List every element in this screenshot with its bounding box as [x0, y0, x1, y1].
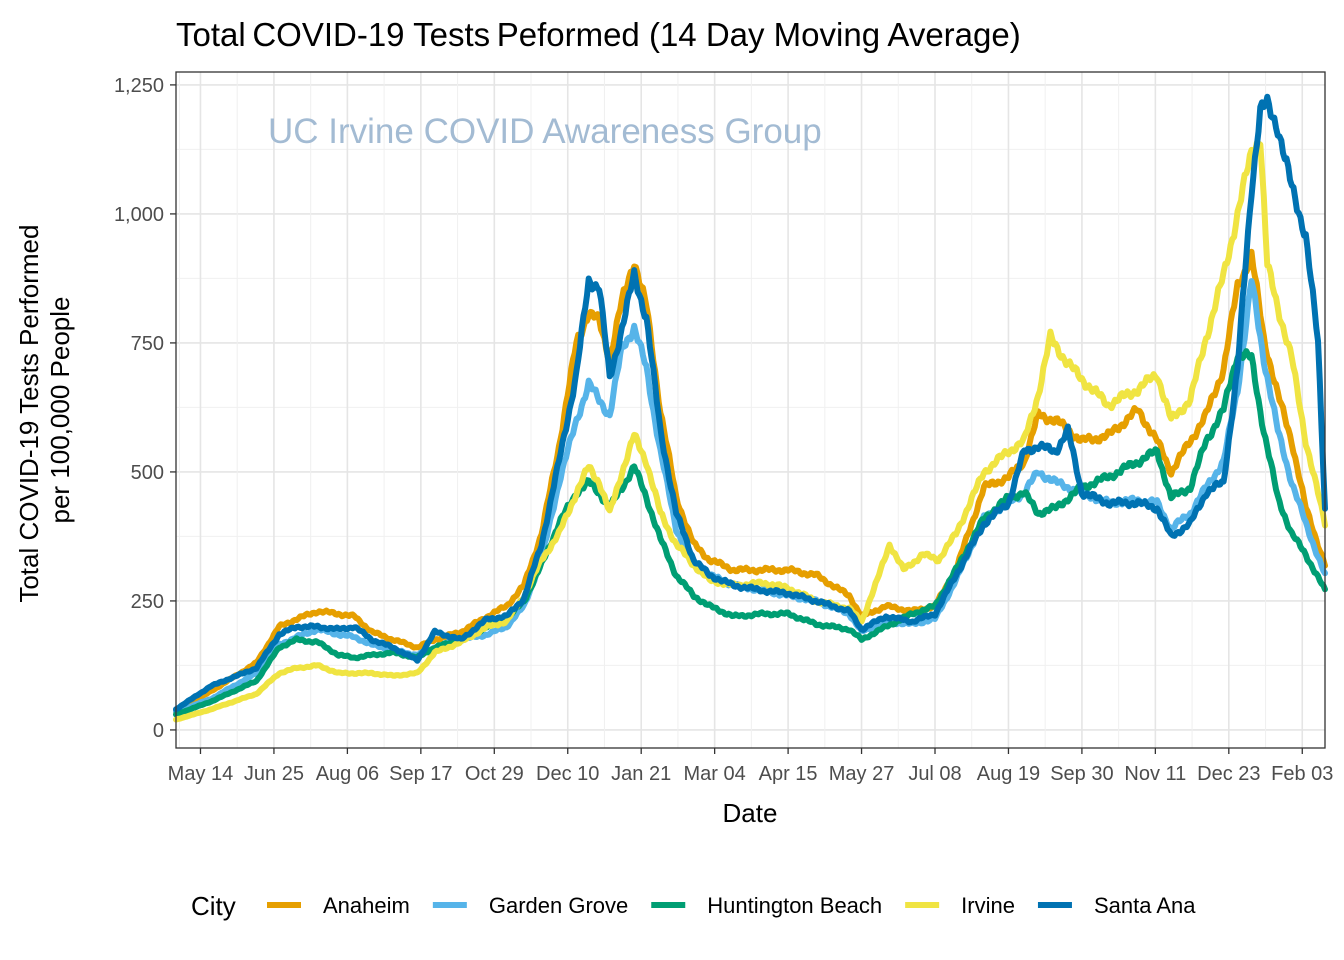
chart-title: Total COVID-19 Tests Peformed (14 Day Mo… — [176, 16, 1021, 53]
x-axis-title: Date — [723, 798, 778, 828]
x-tick-label: Apr 15 — [759, 763, 818, 785]
x-tick-label: Jan 21 — [611, 763, 671, 785]
watermark-text: UC Irvine COVID Awareness Group — [268, 112, 822, 151]
x-tick-label: May 27 — [829, 763, 895, 785]
legend: City Anaheim Garden Grove Huntington Beach… — [191, 891, 1196, 921]
series-lines — [173, 93, 1328, 723]
x-tick-label: Nov 11 — [1124, 763, 1186, 785]
y-tick-label: 750 — [131, 333, 164, 355]
series-line-santa-ana — [173, 93, 1328, 713]
x-tick-label: Aug 19 — [977, 763, 1040, 785]
y-axis-title-line-2: per 100,000 People — [45, 297, 75, 524]
x-tick-label: Dec 23 — [1197, 763, 1260, 785]
plot-border — [175, 71, 1326, 749]
y-tick-label: 500 — [131, 462, 164, 484]
x-tick-label: Feb 03 — [1271, 763, 1333, 785]
legend-title: City — [191, 891, 236, 921]
x-tick-label: Dec 10 — [536, 763, 599, 785]
x-tick-label: Jun 25 — [244, 763, 304, 785]
plot-panel — [176, 72, 1325, 748]
x-tick-label: Mar 04 — [684, 763, 746, 785]
legend-label-huntington-beach: Huntington Beach — [707, 893, 882, 918]
y-tick-label: 0 — [153, 720, 164, 742]
x-tick-label: Sep 17 — [389, 763, 452, 785]
axes: 0 250 500 750 1,000 1,250 May 14 Jun 25 Aug 06 Se… — [114, 75, 1333, 785]
x-tick-label: Sep 30 — [1050, 763, 1113, 785]
y-tick-label: 1,000 — [114, 204, 164, 226]
x-tick-label: Jul 08 — [908, 763, 961, 785]
legend-label-irvine: Irvine — [961, 893, 1015, 918]
y-axis-title: Total COVID-19 Tests Performed per 100,0… — [14, 217, 75, 602]
y-tick-label: 250 — [131, 591, 164, 613]
y-tick-label: 1,250 — [114, 75, 164, 97]
x-tick-label: Oct 29 — [465, 763, 524, 785]
legend-label-garden-grove: Garden Grove — [489, 893, 628, 918]
x-tick-label: May 14 — [168, 763, 234, 785]
x-tick-label: Aug 06 — [316, 763, 379, 785]
series-line-anaheim — [173, 248, 1328, 715]
legend-label-santa-ana: Santa Ana — [1094, 893, 1196, 918]
y-axis-title-line-1: Total COVID-19 Tests Performed — [14, 225, 44, 603]
legend-label-anaheim: Anaheim — [323, 893, 410, 918]
series-line-huntington-beach — [173, 348, 1328, 718]
